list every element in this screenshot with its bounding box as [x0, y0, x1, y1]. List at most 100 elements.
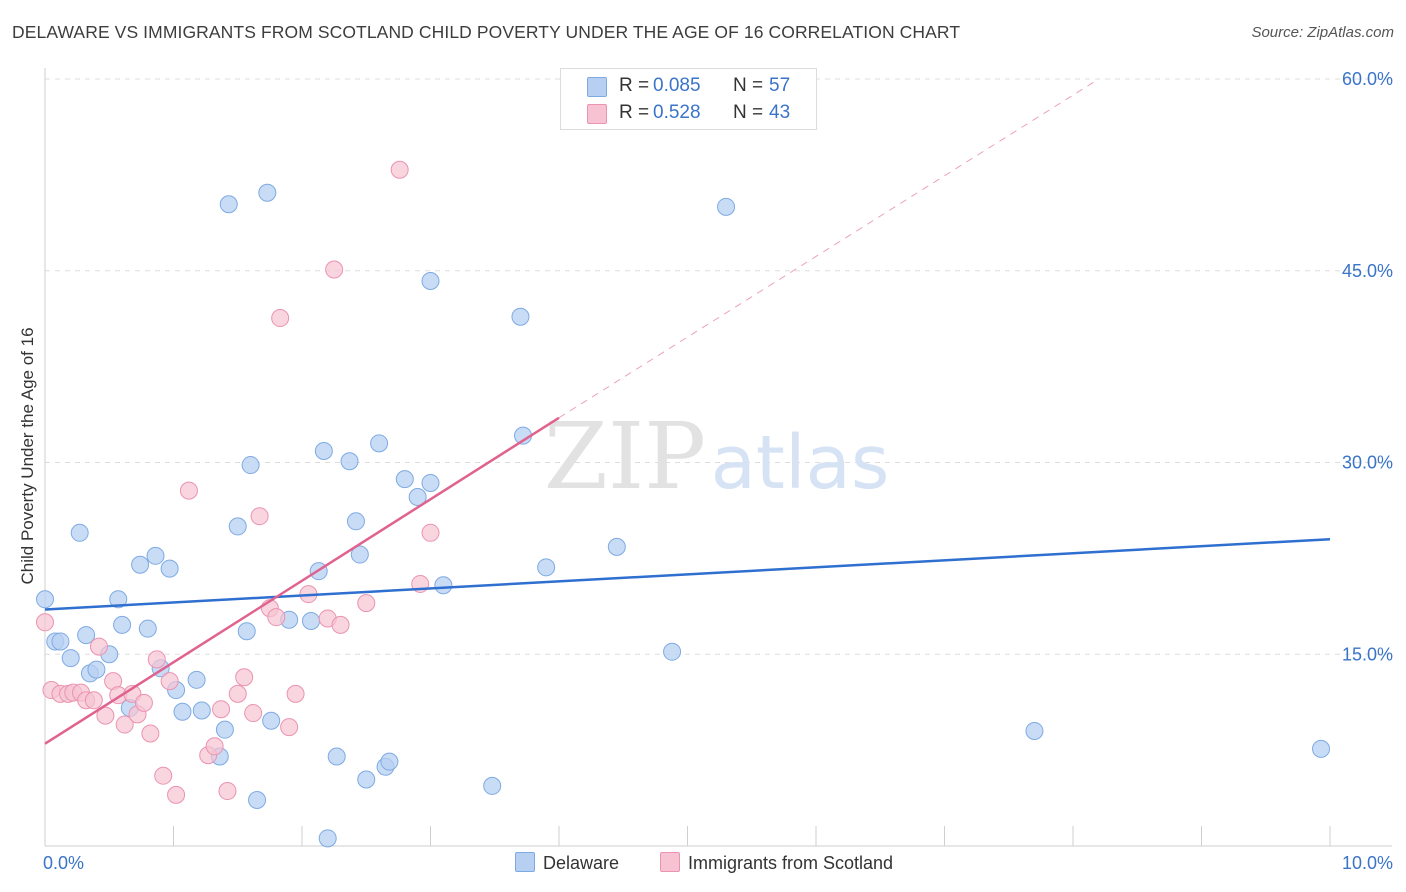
trend-lines	[44, 78, 1331, 745]
data-point-delaware	[340, 452, 359, 471]
data-point-delaware	[370, 434, 389, 453]
data-point-scotland	[147, 650, 166, 669]
data-point-delaware	[248, 790, 267, 809]
bottom-legend-delaware: Delaware	[515, 852, 619, 874]
data-point-scotland	[390, 160, 409, 179]
trend-extension-scotland	[558, 78, 1099, 419]
data-point-delaware	[160, 559, 179, 578]
legend-r-label: R =	[619, 102, 650, 123]
x-tick-label: 0.0%	[43, 853, 84, 873]
data-point-delaware	[215, 720, 234, 739]
data-point-delaware	[138, 619, 157, 638]
bottom-legend-label-delaware: Delaware	[543, 853, 620, 873]
data-point-delaware	[421, 473, 440, 492]
series-scotland-points	[36, 160, 440, 804]
trend-line-scotland	[44, 416, 560, 745]
data-point-delaware	[109, 590, 128, 609]
x-tick-label: 10.0%	[1342, 853, 1393, 873]
legend-swatch-delaware	[587, 77, 607, 97]
data-point-scotland	[84, 691, 103, 710]
data-point-delaware	[434, 576, 453, 595]
watermark: ZIP atlas	[544, 403, 890, 510]
data-point-scotland	[331, 615, 350, 634]
data-point-scotland	[36, 613, 54, 632]
data-point-scotland	[250, 507, 269, 526]
data-point-delaware	[187, 670, 206, 689]
data-point-delaware	[113, 615, 132, 634]
data-point-delaware	[607, 537, 626, 556]
data-point-scotland	[218, 782, 237, 801]
y-tick-label: 30.0%	[1342, 453, 1393, 473]
data-point-delaware	[421, 271, 440, 290]
data-point-delaware	[350, 545, 369, 564]
data-point-delaware	[301, 612, 320, 631]
legend-r-value: 0.085	[653, 75, 701, 96]
data-point-delaware	[192, 701, 211, 720]
data-point-delaware	[717, 197, 736, 216]
legend-n-label: N =	[733, 75, 764, 96]
data-point-delaware	[346, 512, 365, 531]
axes	[44, 68, 1392, 847]
data-point-scotland	[228, 684, 247, 703]
data-point-delaware	[1312, 739, 1331, 758]
data-point-scotland	[96, 706, 115, 725]
data-point-scotland	[89, 637, 108, 656]
data-point-delaware	[314, 441, 333, 460]
data-point-scotland	[179, 481, 198, 500]
correlation-legend: R = 0.085 N = 57 R = 0.528 N = 43	[560, 68, 817, 130]
data-point-scotland	[280, 718, 299, 737]
y-tick-label: 15.0%	[1342, 644, 1393, 664]
data-point-delaware	[395, 470, 414, 489]
data-point-scotland	[244, 704, 263, 723]
legend-r-value: 0.528	[653, 102, 701, 123]
data-point-scotland	[134, 693, 153, 712]
y-tick-label: 60.0%	[1342, 69, 1393, 89]
data-point-delaware	[173, 702, 192, 721]
gridlines	[45, 78, 1392, 655]
data-point-scotland	[160, 672, 179, 691]
legend-n-label: N =	[733, 102, 764, 123]
data-point-scotland	[286, 684, 305, 703]
data-point-delaware	[131, 555, 150, 574]
chart-title: DELAWARE VS IMMIGRANTS FROM SCOTLAND CHI…	[12, 22, 961, 42]
data-point-scotland	[357, 594, 376, 613]
data-point-delaware	[36, 590, 54, 609]
tick-labels: 15.0% 30.0% 45.0% 60.0% 0.0% 10.0%	[43, 69, 1393, 873]
data-point-delaware	[262, 711, 281, 730]
data-point-delaware	[70, 523, 89, 542]
data-point-delaware	[146, 546, 165, 565]
data-point-scotland	[421, 523, 440, 542]
data-point-delaware	[327, 747, 346, 766]
data-point-delaware	[61, 649, 80, 668]
data-point-delaware	[408, 488, 427, 507]
series-delaware-points	[36, 183, 1331, 848]
data-point-delaware	[77, 626, 96, 645]
data-point-scotland	[167, 785, 186, 804]
bottom-legend-label-scotland: Immigrants from Scotland	[688, 853, 894, 873]
data-point-delaware	[663, 642, 682, 661]
data-point-delaware	[241, 456, 260, 475]
data-point-delaware	[1025, 721, 1044, 740]
data-point-scotland	[271, 309, 290, 328]
data-point-delaware	[228, 517, 247, 536]
data-point-scotland	[141, 724, 160, 743]
trend-line-delaware	[44, 537, 1331, 611]
data-point-delaware	[483, 776, 502, 795]
data-point-delaware	[51, 632, 70, 651]
data-point-delaware	[219, 195, 238, 214]
data-point-delaware	[537, 558, 556, 577]
bottom-legend-scotland: Immigrants from Scotland	[660, 852, 893, 874]
bottom-legend-swatch-delaware	[515, 852, 535, 872]
data-point-delaware	[87, 660, 106, 679]
data-point-scotland	[235, 668, 254, 687]
legend-n-value: 57	[769, 75, 791, 96]
data-point-scotland	[325, 260, 344, 279]
watermark-zip: ZIP	[544, 403, 706, 510]
bottom-legend-swatch-scotland	[660, 852, 680, 872]
data-point-scotland	[267, 608, 286, 627]
legend-swatch-scotland	[587, 104, 607, 124]
data-point-scotland	[154, 766, 173, 785]
watermark-atlas: atlas	[711, 420, 890, 506]
data-point-scotland	[212, 700, 231, 719]
